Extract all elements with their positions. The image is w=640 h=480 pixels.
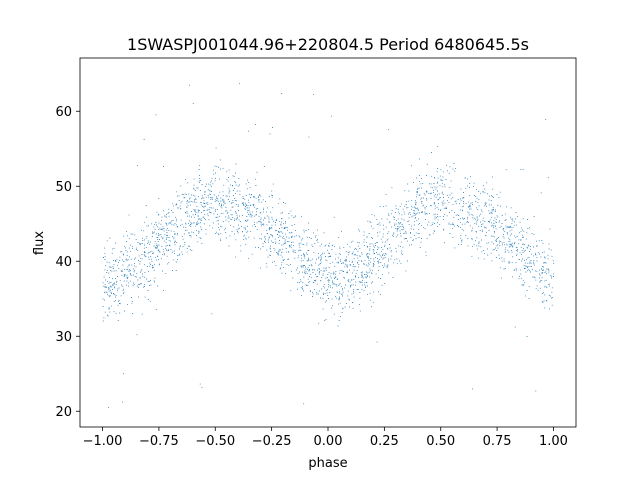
- y-tick-label: 40: [55, 255, 72, 270]
- y-tick-label: 60: [55, 105, 72, 120]
- x-tick-label: −0.75: [139, 434, 179, 449]
- plot-area: [79, 57, 577, 428]
- x-tick-label: 1.00: [539, 434, 568, 449]
- data-points: [102, 83, 555, 408]
- y-tick-label: 50: [55, 180, 72, 195]
- x-tick-label: 0.50: [426, 434, 455, 449]
- x-tick-label: −0.25: [252, 434, 292, 449]
- x-axis-label: phase: [308, 456, 347, 471]
- x-tick-label: −1.00: [83, 434, 123, 449]
- x-tick-label: 0.00: [314, 434, 343, 449]
- y-tick-label: 20: [55, 405, 72, 420]
- scatter-points: [102, 83, 555, 408]
- x-tick-label: 0.75: [483, 434, 512, 449]
- y-tick-label: 30: [55, 330, 72, 345]
- chart-title: 1SWASPJ001044.96+220804.5 Period 6480645…: [127, 35, 529, 54]
- x-tick-label: 0.25: [370, 434, 399, 449]
- x-tick-label: −0.50: [195, 434, 235, 449]
- y-axis-label: flux: [32, 231, 47, 255]
- y-axis-ticks: 20 30 40 50 60: [55, 105, 80, 420]
- x-axis-ticks: −1.00 −0.75 −0.50 −0.25 0.00 0.25 0.50 0.75 1.00: [83, 427, 568, 449]
- axes-frame: [79, 57, 577, 428]
